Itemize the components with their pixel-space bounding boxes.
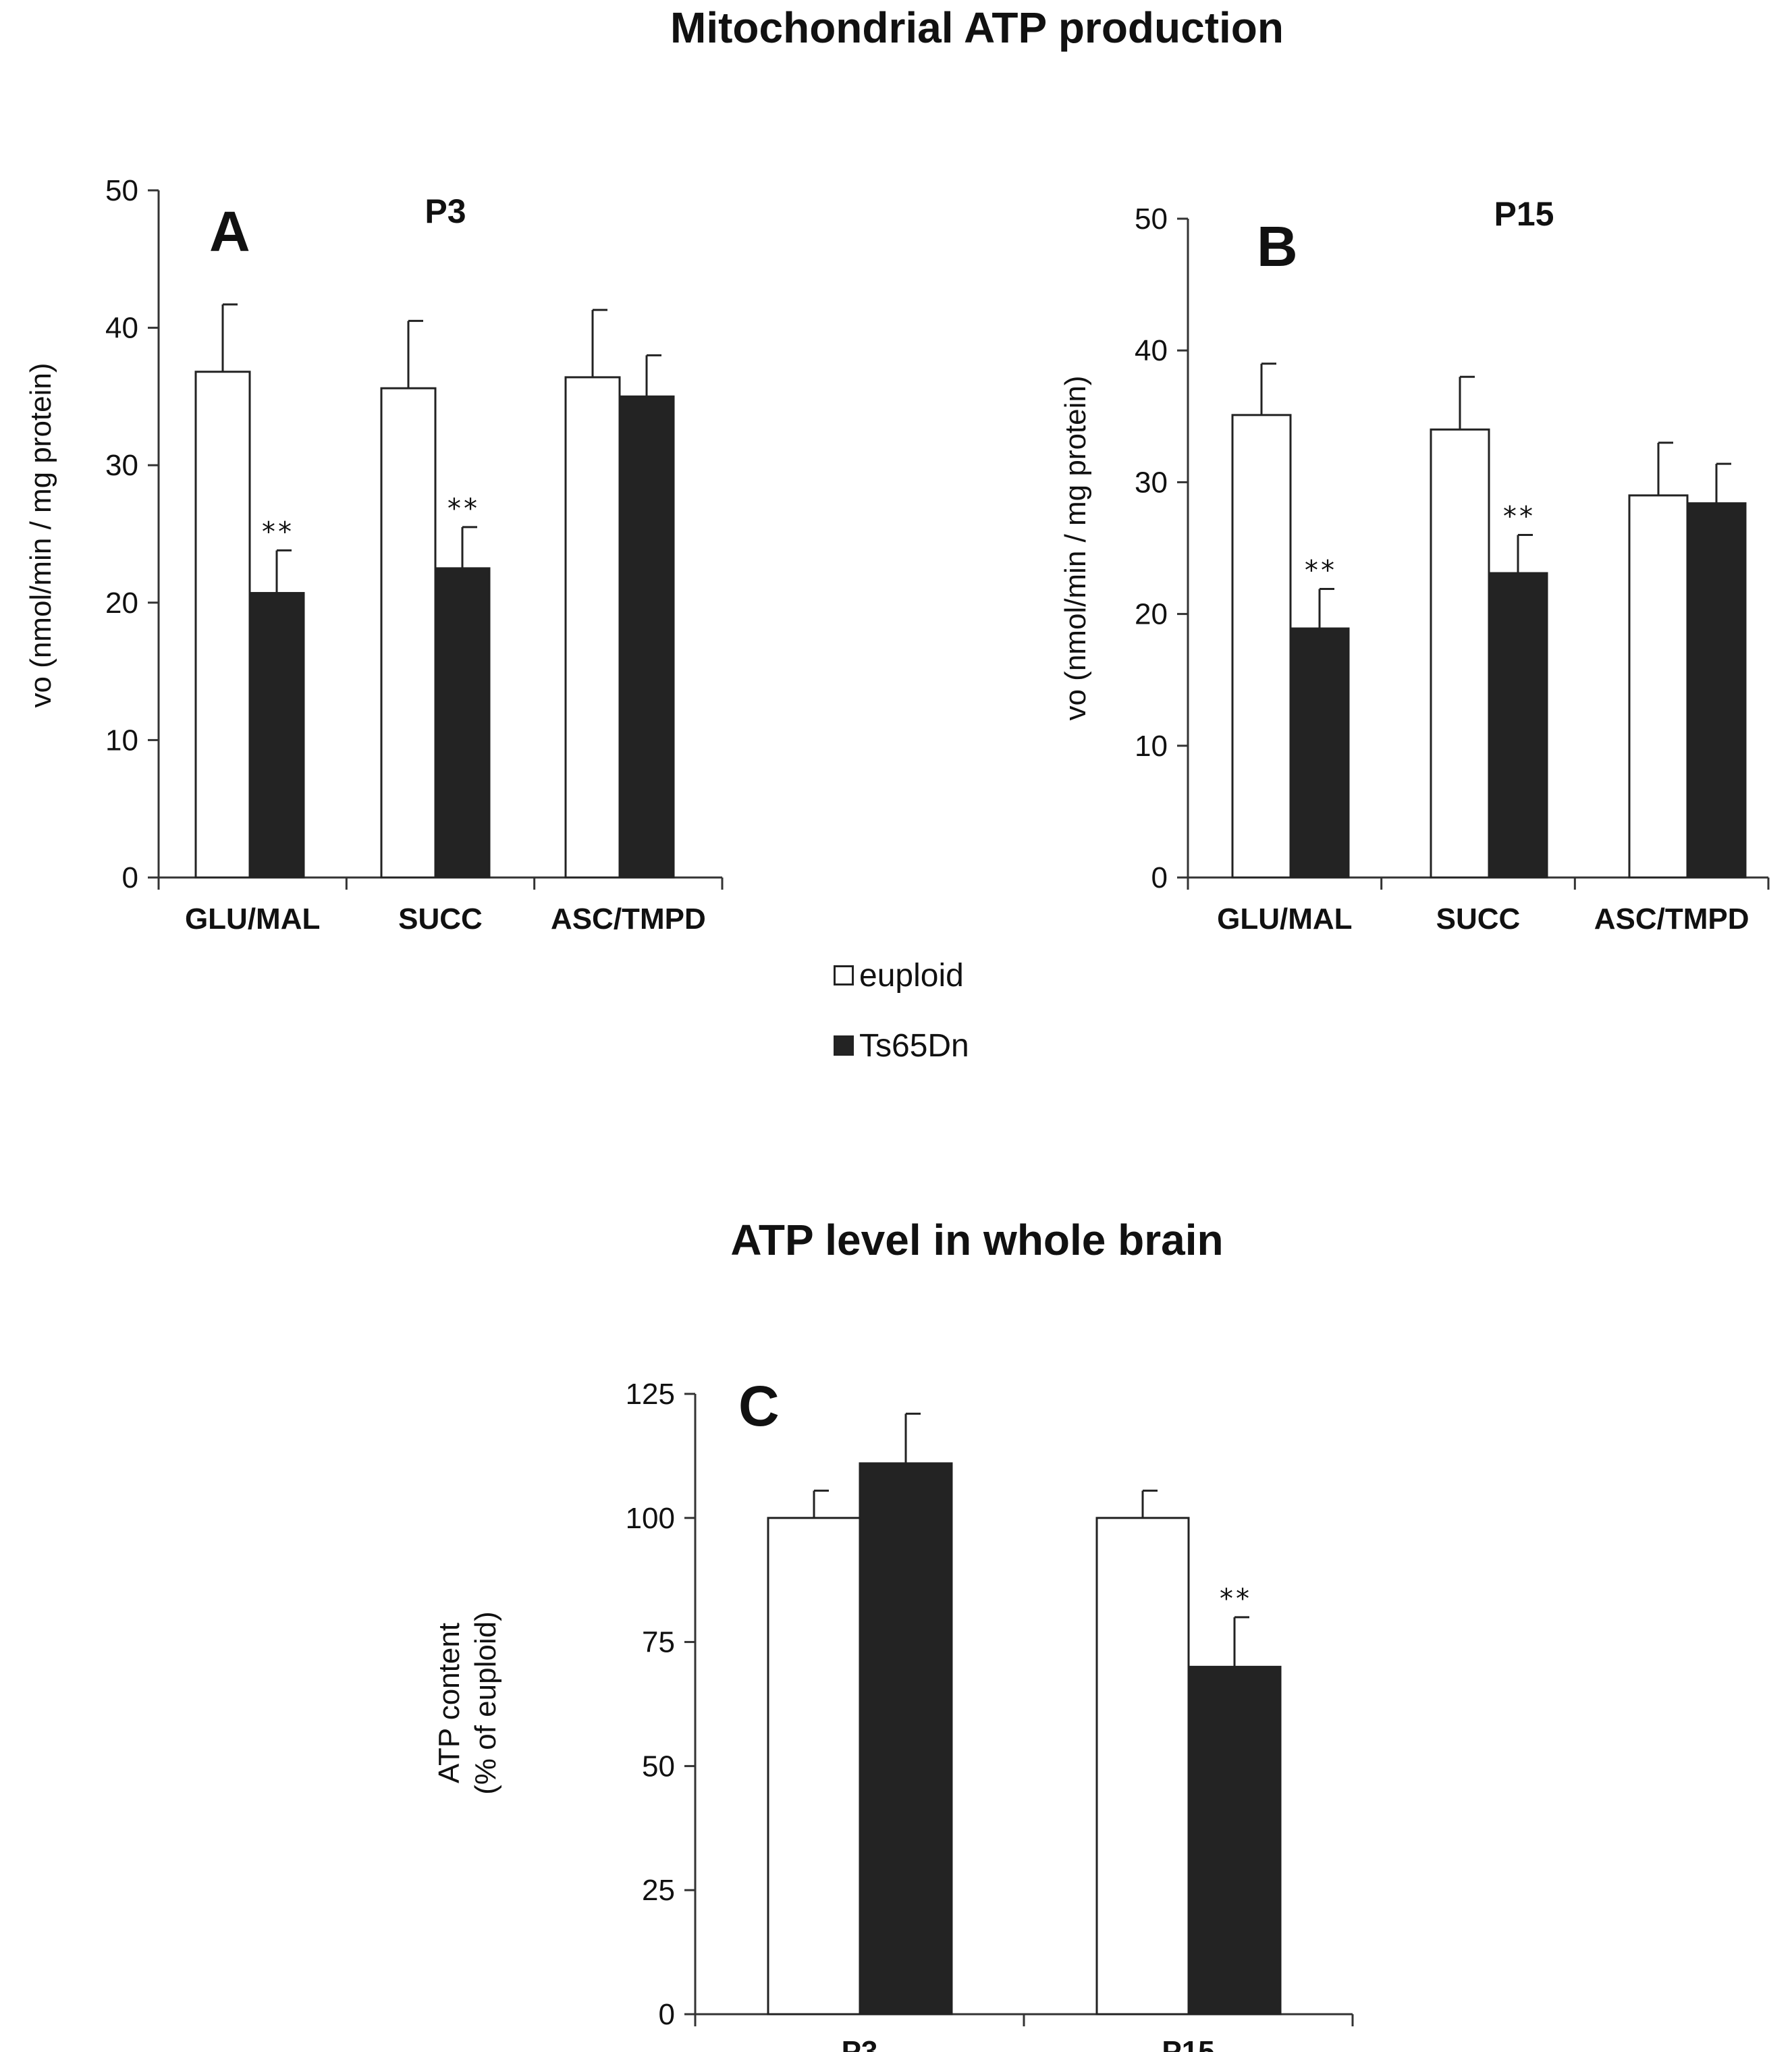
x-category-label-c-p15: P15: [1162, 2035, 1214, 2052]
bar-c-p15-euploid: [1095, 1517, 1190, 2016]
bar-b-succ-euploid: [1430, 428, 1490, 879]
y-axis-label-line-c-1: (% of euploid): [469, 1611, 502, 1794]
legend-swatch-euploid: [834, 965, 854, 986]
bar-c-p15-ts65dn: [1187, 1665, 1282, 2016]
y-tick-label-a-20: 20: [105, 587, 138, 620]
bar-c-p3-euploid: [767, 1517, 861, 2016]
significance-b-succ: **: [1502, 501, 1534, 532]
y-axis-label-line-c-0: ATP content: [433, 1623, 466, 1783]
significance-a-glu-mal: **: [261, 516, 293, 547]
figure-title-atp-level: ATP level in whole brain: [730, 1216, 1224, 1264]
x-category-label-b-asc-tmpd: ASC/TMPD: [1594, 902, 1749, 936]
y-tick-label-c-50: 50: [642, 1750, 675, 1783]
y-tick-label-b-0: 0: [1151, 861, 1168, 894]
y-axis-label-a: vo (nmol/min / mg protein): [24, 362, 57, 707]
y-tick-label-b-30: 30: [1135, 466, 1168, 499]
bar-b-glu-mal-ts65dn: [1289, 627, 1350, 879]
bar-b-succ-ts65dn: [1488, 572, 1548, 879]
panel-letter-a: A: [209, 200, 250, 263]
y-axis-label-b: vo (nmol/min / mg protein): [1059, 375, 1092, 720]
x-category-label-b-glu-mal: GLU/MAL: [1217, 902, 1352, 936]
significance-c-p15: **: [1218, 1584, 1251, 1615]
y-tick-label-c-75: 75: [642, 1626, 675, 1659]
significance-a-succ: **: [446, 493, 479, 524]
panel-subtitle-a: P3: [425, 192, 466, 230]
y-tick-label-a-30: 30: [105, 449, 138, 482]
bar-a-glu-mal-ts65dn: [248, 592, 305, 879]
y-tick-label-a-0: 0: [122, 861, 138, 894]
y-tick-label-a-50: 50: [105, 174, 138, 207]
y-tick-label-b-40: 40: [1135, 334, 1168, 367]
x-category-label-a-glu-mal: GLU/MAL: [185, 902, 320, 936]
y-axis-label-line-b-0: vo (nmol/min / mg protein): [1059, 375, 1092, 720]
y-tick-label-b-50: 50: [1135, 202, 1168, 236]
legend-swatch-ts65dn: [834, 1035, 854, 1056]
legend-item-euploid: euploid: [834, 955, 964, 996]
panel-letter-b: B: [1257, 215, 1298, 278]
x-category-label-a-succ: SUCC: [398, 902, 483, 936]
x-category-label-c-p3: P3: [842, 2035, 878, 2052]
bar-a-glu-mal-euploid: [194, 371, 251, 879]
y-tick-label-b-20: 20: [1135, 598, 1168, 631]
bar-c-p3-ts65dn: [859, 1462, 953, 2016]
y-tick-label-c-125: 125: [626, 1378, 675, 1411]
panel-subtitle-b: P15: [1494, 195, 1554, 233]
significance-b-glu-mal: **: [1303, 556, 1336, 587]
y-axis-label-c: ATP content (% of euploid): [433, 1611, 502, 1794]
panel-letter-c: C: [738, 1374, 780, 1438]
legend-label-ts65dn: Ts65Dn: [859, 1027, 969, 1064]
x-category-label-a-asc-tmpd: ASC/TMPD: [551, 902, 706, 936]
legend-item-ts65dn: Ts65Dn: [834, 1025, 969, 1066]
legend-label-euploid: euploid: [859, 957, 964, 994]
y-tick-label-a-10: 10: [105, 724, 138, 757]
y-tick-label-b-10: 10: [1135, 730, 1168, 763]
y-tick-label-c-100: 100: [626, 1502, 675, 1535]
x-category-label-b-succ: SUCC: [1436, 902, 1521, 936]
y-tick-label-c-0: 0: [659, 1998, 675, 2031]
y-axis-label-line-a-0: vo (nmol/min / mg protein): [24, 362, 57, 707]
figure-title-mitochondrial: Mitochondrial ATP production: [670, 3, 1284, 52]
y-tick-label-a-40: 40: [105, 312, 138, 345]
y-tick-label-c-25: 25: [642, 1874, 675, 1907]
